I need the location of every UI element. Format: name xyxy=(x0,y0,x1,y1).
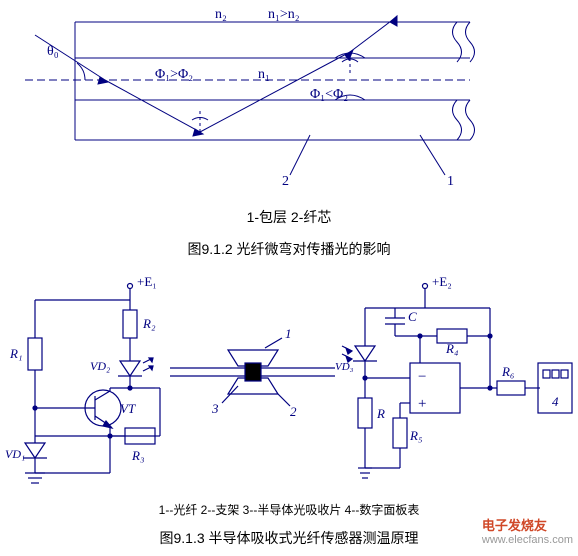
label-Rx: R xyxy=(376,406,385,421)
label-VD1: VD₁ xyxy=(5,447,25,461)
fiber-diagram: n₂ n₁>n₂ θ₀ Φ₁>Φ₂ n₁ Φ₁<Φ₂ 1 2 xyxy=(0,0,578,220)
circuit-diagram: +E₁ R₂ R₁ VD₂ VT VD₁ R₃ 1 2 3 +E₂ C VD₃ … xyxy=(0,268,578,498)
label-VD3: VD₃ xyxy=(335,361,354,373)
label-p4: 4 xyxy=(552,394,559,409)
label-VD2: VD₂ xyxy=(90,359,110,373)
label-C: C xyxy=(408,309,417,324)
label-p3: 3 xyxy=(211,401,219,416)
label-R2: R₂ xyxy=(142,316,156,331)
watermark: 电子发烧友 www.elecfans.com xyxy=(482,515,573,546)
label-minus: − xyxy=(418,369,426,385)
label-n1: n₁ xyxy=(258,67,270,82)
figure1-caption: 图9.1.2 光纤微弯对传播光的影响 xyxy=(0,239,578,259)
label-n1gtn2: n₁>n₂ xyxy=(268,7,300,22)
label-R5: R₅ xyxy=(409,428,422,443)
label-R3: R₃ xyxy=(131,448,144,463)
label-arrow1: 1 xyxy=(447,174,454,189)
label-R4: R₄ xyxy=(445,341,459,356)
label-phi1lt: Φ₁<Φ₂ xyxy=(310,87,348,102)
label-n2: n₂ xyxy=(215,7,227,22)
watermark-brand: 电子发烧友 xyxy=(482,518,547,533)
watermark-url: www.elecfans.com xyxy=(482,534,573,546)
label-R1: R₁ xyxy=(9,346,22,361)
label-arrow2: 2 xyxy=(282,174,289,189)
label-E2: +E₂ xyxy=(432,274,452,289)
figure-1: n₂ n₁>n₂ θ₀ Φ₁>Φ₂ n₁ Φ₁<Φ₂ 1 2 1-包层 2-纤芯… xyxy=(0,0,578,260)
label-p2: 2 xyxy=(290,404,297,419)
figure-2: +E₁ R₂ R₁ VD₂ VT VD₁ R₃ 1 2 3 +E₂ C VD₃ … xyxy=(0,268,578,548)
label-phi1gt: Φ₁>Φ₂ xyxy=(155,67,193,82)
label-plus: + xyxy=(418,396,426,412)
label-p1: 1 xyxy=(285,326,292,341)
label-theta0: θ₀ xyxy=(47,44,59,59)
label-R6: R₆ xyxy=(501,364,514,379)
label-VT: VT xyxy=(120,401,136,416)
label-E1: +E₁ xyxy=(137,274,157,289)
